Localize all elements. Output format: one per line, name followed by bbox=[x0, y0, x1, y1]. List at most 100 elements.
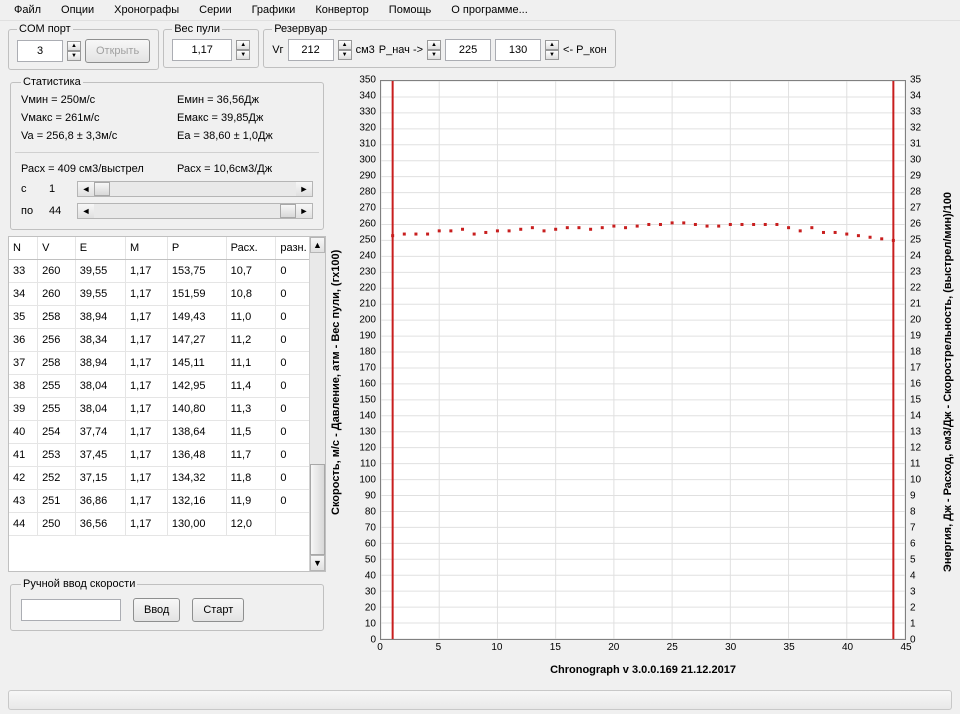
plot-area bbox=[380, 80, 906, 640]
spin-down-icon[interactable]: ▼ bbox=[338, 50, 352, 60]
table-row[interactable]: 3725838,941,17145,1111,10 bbox=[9, 352, 325, 375]
table-vscroll[interactable]: ▲ ▼ bbox=[309, 237, 325, 571]
table-cell: 11,5 bbox=[226, 421, 276, 444]
table-col-header[interactable]: M bbox=[126, 237, 168, 260]
bullet-weight-group: Вес пули ▲ ▼ bbox=[163, 23, 259, 68]
spin-up-icon[interactable]: ▲ bbox=[67, 41, 81, 51]
spin-down-icon[interactable]: ▼ bbox=[545, 50, 559, 60]
p-start-value[interactable] bbox=[445, 39, 491, 61]
vr-value[interactable] bbox=[288, 39, 334, 61]
toolbar: COM порт ▲ ▼ Открыть Вес пули ▲ ▼ Резерв… bbox=[0, 21, 960, 76]
manual-input-group: Ручной ввод скорости Ввод Старт bbox=[10, 578, 324, 631]
table-body: 3326039,551,17153,7510,703426039,551,171… bbox=[9, 260, 325, 536]
com-port-value[interactable] bbox=[17, 40, 63, 62]
table-cell: 142,95 bbox=[167, 375, 226, 398]
slider-from[interactable]: ◄ ► bbox=[77, 181, 313, 197]
table-cell: 37,74 bbox=[75, 421, 125, 444]
spin-up-icon[interactable]: ▲ bbox=[545, 40, 559, 50]
menu-item[interactable]: Конвертор bbox=[305, 2, 378, 18]
statistics-group: Статистика Vмин = 250м/с Емин = 36,56Дж … bbox=[10, 76, 324, 230]
table-row[interactable]: 4325136,861,17132,1611,90 bbox=[9, 490, 325, 513]
spin-down-icon[interactable]: ▼ bbox=[236, 50, 250, 60]
manual-speed-input[interactable] bbox=[21, 599, 121, 621]
table-row[interactable]: 3525838,941,17149,4311,00 bbox=[9, 306, 325, 329]
arrow-right-icon[interactable]: ► bbox=[296, 204, 312, 218]
table-cell: 39,55 bbox=[75, 283, 125, 306]
table-row[interactable]: 3326039,551,17153,7510,70 bbox=[9, 260, 325, 283]
menu-item[interactable]: Файл bbox=[4, 2, 51, 18]
table-col-header[interactable]: V bbox=[38, 237, 76, 260]
table-cell: 1,17 bbox=[126, 490, 168, 513]
start-button[interactable]: Старт bbox=[192, 598, 244, 622]
menu-item[interactable]: Графики bbox=[242, 2, 306, 18]
manual-input-title: Ручной ввод скорости bbox=[21, 578, 137, 590]
stat-rasx2: Расх = 10,6см3/Дж bbox=[177, 163, 313, 175]
table-cell: 11,9 bbox=[226, 490, 276, 513]
vr-spinner[interactable]: ▲ ▼ bbox=[338, 40, 352, 60]
slider-from-label: с bbox=[21, 183, 43, 195]
spin-up-icon[interactable]: ▲ bbox=[236, 40, 250, 50]
table-row[interactable]: 3825538,041,17142,9511,40 bbox=[9, 375, 325, 398]
table-row[interactable]: 4125337,451,17136,4811,70 bbox=[9, 444, 325, 467]
spin-up-icon[interactable]: ▲ bbox=[427, 40, 441, 50]
spin-down-icon[interactable]: ▼ bbox=[67, 51, 81, 61]
enter-button[interactable]: Ввод bbox=[133, 598, 180, 622]
table-col-header[interactable]: E bbox=[75, 237, 125, 260]
table-cell: 10,8 bbox=[226, 283, 276, 306]
table-row[interactable]: 4225237,151,17134,3211,80 bbox=[9, 467, 325, 490]
table-row[interactable]: 4025437,741,17138,6411,50 bbox=[9, 421, 325, 444]
spin-up-icon[interactable]: ▲ bbox=[338, 40, 352, 50]
arrow-down-icon[interactable]: ▼ bbox=[310, 555, 325, 571]
table-cell: 153,75 bbox=[167, 260, 226, 283]
table-cell: 254 bbox=[38, 421, 76, 444]
slider-from-value: 1 bbox=[49, 183, 71, 195]
table-row[interactable]: 3925538,041,17140,8011,30 bbox=[9, 398, 325, 421]
statusbar bbox=[8, 690, 952, 710]
vr-label: Vг bbox=[272, 44, 283, 56]
p-end-spinner[interactable]: ▲ ▼ bbox=[545, 40, 559, 60]
slider-to[interactable]: ◄ ► bbox=[77, 203, 313, 219]
stat-rasx: Расх = 409 см3/выстрел bbox=[21, 163, 157, 175]
com-open-button[interactable]: Открыть bbox=[85, 39, 150, 63]
bullet-spinner[interactable]: ▲ ▼ bbox=[236, 40, 250, 60]
menu-item[interactable]: Серии bbox=[189, 2, 241, 18]
table-col-header[interactable]: P bbox=[167, 237, 226, 260]
bullet-weight-value[interactable] bbox=[172, 39, 232, 61]
menu-item[interactable]: Хронографы bbox=[104, 2, 189, 18]
p-start-spinner[interactable]: ▲ ▼ bbox=[427, 40, 441, 60]
table-cell: 1,17 bbox=[126, 398, 168, 421]
table-cell: 251 bbox=[38, 490, 76, 513]
com-port-spinner[interactable]: ▲ ▼ bbox=[67, 41, 81, 61]
menu-item[interactable]: О программе... bbox=[441, 2, 537, 18]
reservoir-title: Резервуар bbox=[272, 23, 329, 35]
table-cell: 250 bbox=[38, 513, 76, 536]
arrow-right-icon[interactable]: ► bbox=[296, 182, 312, 196]
plot-svg bbox=[381, 81, 905, 639]
table-cell: 43 bbox=[9, 490, 38, 513]
arrow-left-icon[interactable]: ◄ bbox=[78, 182, 94, 196]
arrow-left-icon[interactable]: ◄ bbox=[78, 204, 94, 218]
table-col-header[interactable]: Расх. bbox=[226, 237, 276, 260]
table-cell: 1,17 bbox=[126, 329, 168, 352]
table-row[interactable]: 4425036,561,17130,0012,0 bbox=[9, 513, 325, 536]
table-cell: 11,2 bbox=[226, 329, 276, 352]
spin-down-icon[interactable]: ▼ bbox=[427, 50, 441, 60]
table-row[interactable]: 3625638,341,17147,2711,20 bbox=[9, 329, 325, 352]
table-cell: 39,55 bbox=[75, 260, 125, 283]
bullet-weight-title: Вес пули bbox=[172, 23, 222, 35]
slider-to-value: 44 bbox=[49, 205, 71, 217]
menu-item[interactable]: Помощь bbox=[379, 2, 442, 18]
data-table: NVEMPРасх.разн. 3326039,551,17153,7510,7… bbox=[9, 237, 325, 536]
y-axis-right-label: Энергия, Дж - Расход, см3/Дж - Скоростре… bbox=[942, 76, 956, 688]
table-cell: 11,7 bbox=[226, 444, 276, 467]
table-cell: 37,45 bbox=[75, 444, 125, 467]
menu-item[interactable]: Опции bbox=[51, 2, 104, 18]
stat-va: Va = 256,8 ± 3,3м/с bbox=[21, 130, 157, 142]
table-row[interactable]: 3426039,551,17151,5910,80 bbox=[9, 283, 325, 306]
table-cell: 132,16 bbox=[167, 490, 226, 513]
table-col-header[interactable]: N bbox=[9, 237, 38, 260]
p-end-value[interactable] bbox=[495, 39, 541, 61]
table-cell: 1,17 bbox=[126, 283, 168, 306]
arrow-up-icon[interactable]: ▲ bbox=[310, 237, 325, 253]
table-cell: 1,17 bbox=[126, 375, 168, 398]
